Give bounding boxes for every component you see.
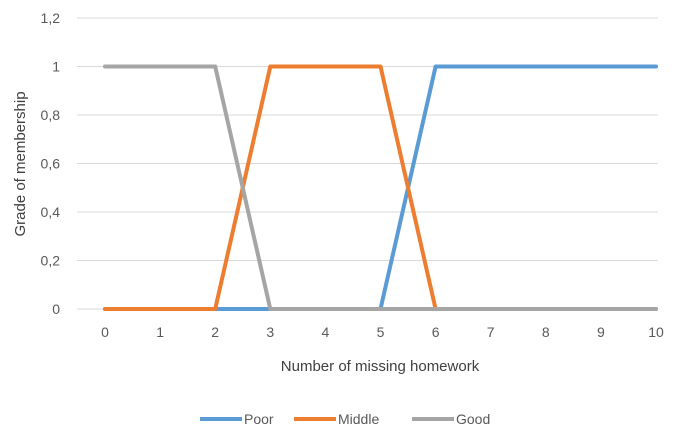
y-tick-label: 1 <box>52 59 60 75</box>
legend-label-poor: Poor <box>244 411 274 427</box>
series-line-good <box>103 64 658 311</box>
x-axis-title: Number of missing homework <box>281 358 480 375</box>
x-tick-label: 6 <box>432 324 440 340</box>
y-tick-label: 0,8 <box>41 107 61 123</box>
y-tick-label: 0 <box>52 301 60 317</box>
x-tick-label: 1 <box>156 324 164 340</box>
legend: Poor Middle Good <box>200 411 490 427</box>
series-line-poor <box>103 64 658 311</box>
x-tick-label: 9 <box>597 324 605 340</box>
legend-label-good: Good <box>456 411 490 427</box>
x-tick-label: 3 <box>266 324 274 340</box>
y-tick-label: 0,6 <box>41 156 61 172</box>
x-tick-label: 7 <box>487 324 495 340</box>
series-lines <box>103 64 658 311</box>
y-axis-title: Grade of membership <box>12 91 29 236</box>
x-tick-label: 4 <box>322 324 330 340</box>
legend-label-middle: Middle <box>338 411 379 427</box>
x-tick-label: 2 <box>211 324 219 340</box>
x-axis-ticks: 0 1 2 3 4 5 6 7 8 9 10 <box>101 324 664 340</box>
series-line-middle <box>103 64 658 311</box>
gridlines <box>77 17 658 310</box>
x-tick-label: 8 <box>542 324 550 340</box>
x-tick-label: 10 <box>648 324 664 340</box>
y-tick-label: 0,2 <box>41 253 61 269</box>
y-axis-ticks: 0 0,2 0,4 0,6 0,8 1 1,2 <box>41 10 61 317</box>
y-tick-label: 0,4 <box>41 204 61 220</box>
x-tick-label: 0 <box>101 324 109 340</box>
x-tick-label: 5 <box>377 324 385 340</box>
y-tick-label: 1,2 <box>41 10 61 26</box>
